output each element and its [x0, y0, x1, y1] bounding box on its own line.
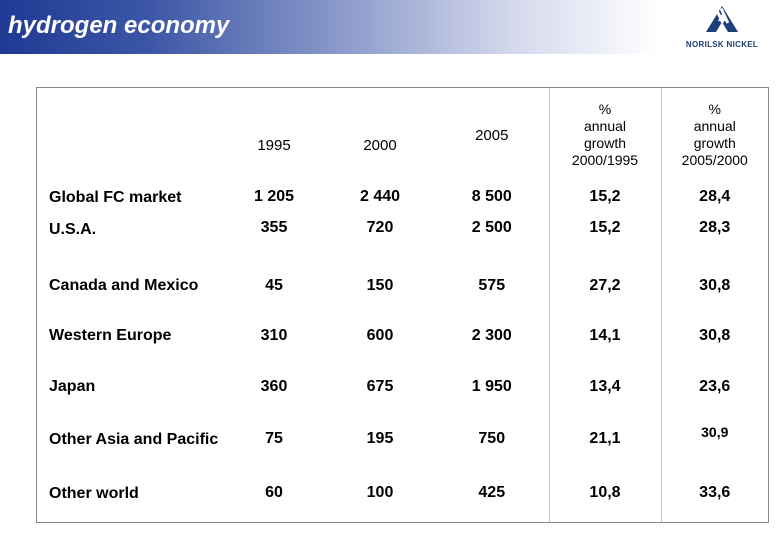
logo-mark-icon	[706, 6, 738, 32]
table-cell: 675	[366, 377, 394, 395]
table-cell: 425	[478, 484, 506, 502]
table-cell: 1 205	[253, 188, 295, 206]
fc-market-table: 1995 2000 2005 % annual growth 2000/1995 % a…	[37, 88, 768, 522]
table-cell: 14,1	[548, 312, 661, 360]
table-cell: 30,8	[660, 259, 768, 313]
table-cell: 30,9	[660, 414, 768, 465]
column-header-growth-2000-1995: % annual growth 2000/1995	[548, 88, 661, 182]
data-table-frame: 1995 2000 2005 % annual growth 2000/1995 % a…	[36, 87, 769, 523]
table-row: Other Asia and Pacific 75 195 750 21,1 30,9	[37, 414, 768, 465]
column-header-1995: 1995	[257, 137, 291, 154]
table-cell: 13,4	[548, 359, 661, 415]
table-cell: 355	[260, 218, 288, 236]
table-row: Japan 360 675 1 950 13,4 23,6	[37, 359, 768, 415]
page-title: hydrogen economy	[8, 12, 230, 39]
table-cell: 15,2	[548, 212, 661, 260]
table-cell: 21,1	[548, 414, 661, 465]
table-cell: 195	[366, 430, 394, 448]
table-cell: 575	[478, 276, 506, 294]
row-label: Global FC market	[49, 188, 182, 206]
row-label: Other Asia and Pacific	[49, 430, 219, 448]
table-cell: 28,4	[660, 182, 768, 213]
row-label: Canada and Mexico	[49, 277, 199, 295]
table-cell: 45	[265, 276, 283, 294]
table-cell: 360	[260, 377, 288, 395]
table-cell: 310	[260, 326, 288, 344]
table-cell: 100	[366, 484, 394, 502]
logo-text: NORILSK NICKEL	[685, 40, 759, 49]
table-cell: 60	[265, 484, 283, 502]
table-cell: 720	[366, 218, 394, 236]
table-cell: 2 300	[471, 326, 512, 344]
table-row: Canada and Mexico 45 150 575 27,2 30,8	[37, 259, 768, 313]
table-cell: 30,8	[660, 312, 768, 360]
table-cell: 1 950	[471, 377, 512, 395]
table-cell: 23,6	[660, 359, 768, 415]
row-label: Western Europe	[49, 327, 172, 345]
table-cell: 27,2	[548, 259, 661, 313]
column-header-2005: 2005	[475, 126, 509, 144]
table-cell: 2 500	[471, 218, 512, 236]
table-cell: 33,6	[660, 464, 768, 522]
table-cell: 150	[366, 276, 394, 294]
table-cell: 750	[478, 430, 506, 448]
table-row: Western Europe 310 600 2 300 14,1 30,8	[37, 312, 768, 360]
table-cell: 15,2	[548, 182, 661, 213]
row-label: Japan	[49, 378, 96, 396]
header-empty-cell	[37, 88, 223, 182]
row-label: Other world	[49, 484, 139, 502]
table-cell: 28,3	[660, 212, 768, 260]
table-cell: 75	[265, 430, 283, 448]
table-cell: 10,8	[548, 464, 661, 522]
table-cell: 600	[366, 326, 394, 344]
table-row: Other world 60 100 425 10,8 33,6	[37, 464, 768, 522]
column-header-2000: 2000	[363, 137, 397, 154]
header-banner: hydrogen economy	[0, 0, 660, 54]
table-cell: 8 500	[471, 188, 512, 206]
column-header-growth-2005-2000: % annual growth 2005/2000	[660, 88, 768, 182]
table-row: Global FC market 1 205 2 440 8 500 15,2 28,4	[37, 182, 768, 213]
company-logo: NORILSK NICKEL	[672, 4, 772, 50]
table-row: U.S.A. 355 720 2 500 15,2 28,3	[37, 212, 768, 260]
table-header-row: 1995 2000 2005 % annual growth 2000/1995 % a…	[37, 88, 768, 182]
table-cell: 2 440	[359, 188, 401, 206]
row-label: U.S.A.	[49, 220, 97, 238]
